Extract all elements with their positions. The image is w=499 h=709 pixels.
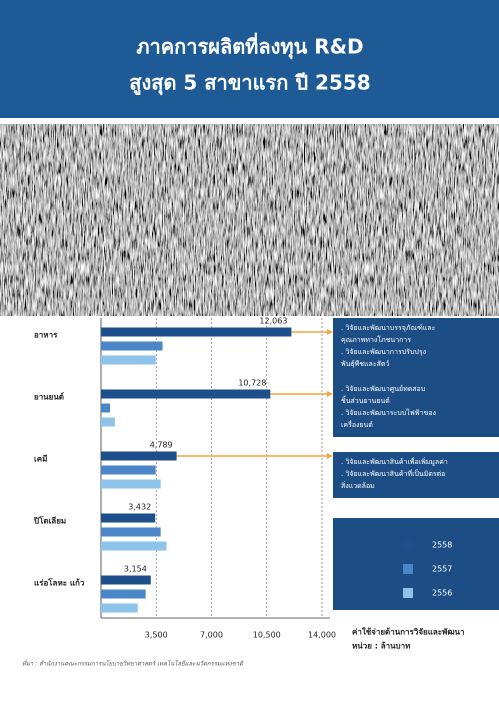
legend-swatch	[403, 588, 413, 598]
annotation-text: . วิจัยและพัฒนาสินค้าที่เป็นมิตรต่อ	[341, 469, 445, 478]
bar	[101, 417, 115, 427]
value-label: 3,432	[128, 503, 151, 512]
legend-swatch	[403, 540, 413, 550]
annotation-text: คุณภาพทางโภชนาการ	[341, 335, 411, 344]
annotation-box	[333, 318, 499, 380]
title-line: ภาคการผลิตที่ลงทุน R&D	[136, 32, 363, 60]
category-label: เคมี	[34, 454, 47, 464]
legend-label: 2556	[432, 589, 452, 598]
value-label: 10,728	[238, 379, 266, 388]
arrow-head	[327, 391, 333, 397]
legend-box	[333, 518, 499, 610]
value-label: 4,789	[150, 441, 173, 450]
annotation-text: . วิจัยและพัฒนาระบบไฟฟ้าของ	[341, 408, 436, 417]
title-line: สูงสุด 5 สาขาแรก ปี 2558	[129, 71, 370, 97]
bar	[101, 327, 292, 337]
bar	[101, 451, 177, 461]
category-label: แร่อโลหะ แก้ว	[34, 578, 85, 588]
x-tick-label: 3,500	[145, 631, 168, 640]
bar	[101, 541, 167, 551]
header-band	[0, 0, 499, 118]
value-label: 3,154	[124, 565, 147, 574]
bar	[101, 575, 151, 585]
value-label: 12,063	[259, 317, 287, 326]
axis-title: ค่าใช้จ่ายด้านการวิจัยและพัฒนา	[352, 627, 465, 637]
bar	[101, 389, 271, 399]
source: ที่มา : สำนักงานคณะกรรมการนโยบายวิทยาศาส…	[22, 659, 244, 668]
annotation-text: . วิจัยและพัฒนาบรรจุภัณฑ์และ	[341, 324, 436, 332]
annotation-text: พันธุ์พืชและสัตว์	[341, 360, 389, 368]
category-label: ยานยนต์	[34, 392, 64, 402]
category-label: ปิโตเลียม	[33, 516, 66, 526]
bar	[101, 403, 110, 413]
bar	[101, 479, 161, 489]
x-tick-label: 14,000	[308, 631, 336, 640]
x-tick-label: 10,500	[253, 631, 281, 640]
bar	[101, 589, 146, 599]
annotation-text: ชิ้นส่วนยานยนต์	[341, 394, 390, 405]
legend-label: 2558	[432, 541, 452, 550]
bar	[101, 341, 163, 351]
bar	[101, 355, 156, 365]
bar	[101, 527, 161, 537]
photo-band	[0, 124, 499, 316]
annotation-text: . วิจัยและพัฒนาสินค้าเพื่อเพิ่มมูลค่า	[341, 457, 448, 466]
legend-swatch	[403, 564, 413, 574]
annotation-text: . วิจัยและพัฒนาการปรับปรุง	[341, 348, 426, 356]
annotation-text: เครื่องยนต์	[341, 420, 373, 429]
axis-unit: หน่วย : ล้านบาท	[352, 641, 410, 651]
annotation-text: สิ่งแวดล้อม	[341, 481, 375, 490]
category-label: อาหาร	[34, 331, 58, 340]
annotation-box	[333, 452, 499, 498]
annotation-box	[333, 379, 499, 437]
bar	[101, 465, 156, 475]
annotation-text: . วิจัยและพัฒนาศูนย์ทดสอบ	[341, 385, 425, 393]
legend-label: 2557	[432, 565, 452, 574]
bar	[101, 603, 138, 613]
bar	[101, 513, 156, 523]
arrow-head	[327, 453, 333, 459]
x-tick-label: 7,000	[200, 631, 223, 640]
arrow-head	[327, 329, 333, 335]
